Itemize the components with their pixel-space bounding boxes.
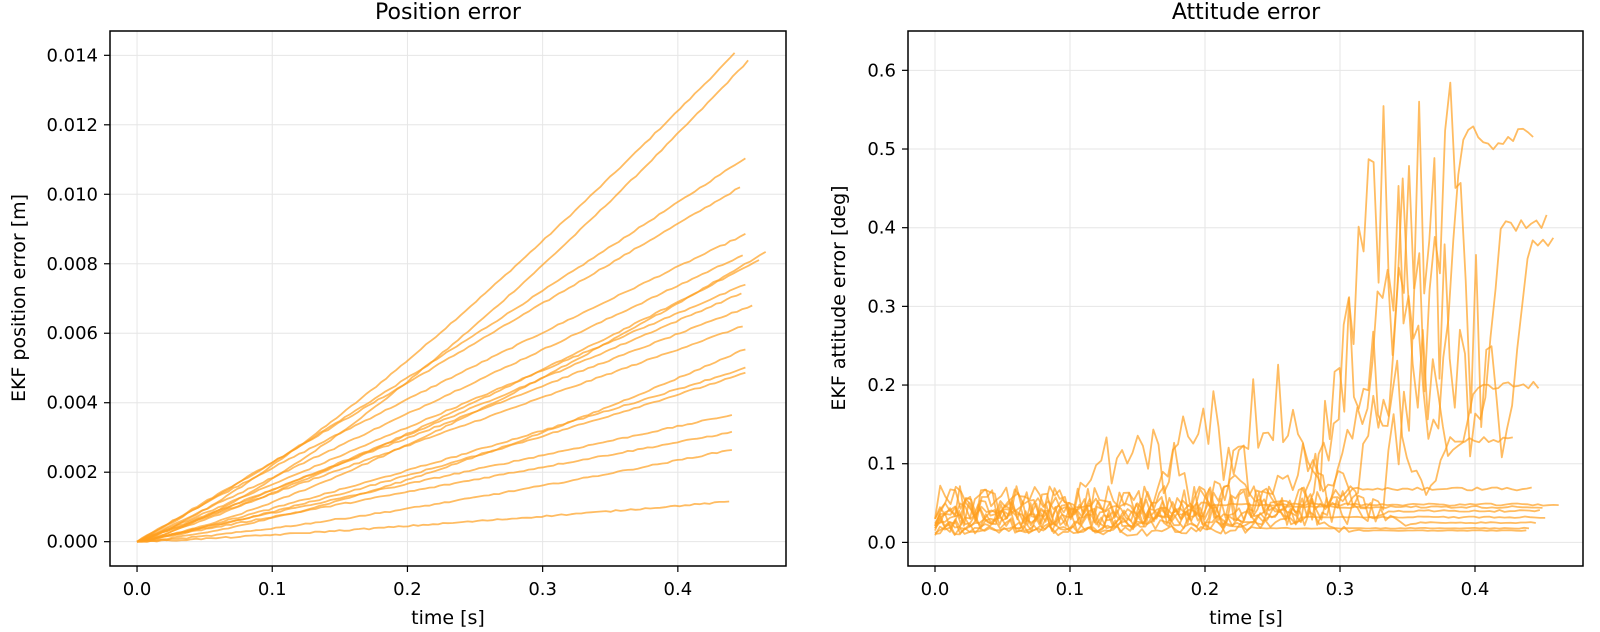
position-error-chart: Position error 0.0 0.1 0.2 0.3 0.4 0.000 0.00… <box>8 0 787 629</box>
x-tick-label: 0.3 <box>1326 579 1355 600</box>
chart-title: Attitude error <box>1172 0 1321 25</box>
y-tick-label: 0.6 <box>867 60 896 81</box>
series-line <box>136 283 746 543</box>
x-tick-label: 0.4 <box>664 579 693 600</box>
x-axis-label: time [s] <box>1209 607 1283 628</box>
y-tick-label: 0.1 <box>867 454 896 475</box>
series-line <box>934 177 1540 526</box>
series-line <box>136 304 753 543</box>
series-line <box>136 186 741 543</box>
x-tick-label: 0.3 <box>528 579 557 600</box>
y-tick-label: 0.4 <box>867 218 896 239</box>
y-tick-label: 0.014 <box>46 45 98 66</box>
series-line <box>136 157 746 543</box>
series-line <box>136 366 746 543</box>
series-line <box>934 499 1527 537</box>
y-tick-label: 0.008 <box>46 254 98 275</box>
series-line <box>136 254 744 543</box>
series-line <box>136 348 746 543</box>
x-tick-label: 0.0 <box>921 579 950 600</box>
x-tick-label: 0.2 <box>393 579 422 600</box>
y-tick-label: 0.012 <box>46 115 98 136</box>
series-line <box>934 499 1530 536</box>
x-tick-label: 0.4 <box>1461 579 1490 600</box>
y-tick-label: 0.004 <box>46 393 98 414</box>
chart-title: Position error <box>375 0 522 25</box>
x-axis-label: time [s] <box>411 607 485 628</box>
plot-frame <box>109 30 787 567</box>
x-tick-label: 0.1 <box>1056 579 1085 600</box>
y-tick-label: 0.5 <box>867 139 896 160</box>
plot-frame <box>907 30 1584 567</box>
y-axis-label: EKF attitude error [deg] <box>828 185 850 410</box>
x-tick-label: 0.2 <box>1191 579 1220 600</box>
series-line <box>136 414 733 543</box>
y-tick-label: 0.000 <box>46 532 98 553</box>
y-tick-label: 0.3 <box>867 296 896 317</box>
series-line <box>137 500 730 543</box>
y-tick-label: 0.010 <box>46 184 98 205</box>
series-line <box>136 325 743 543</box>
attitude-error-chart: Attitude error 0.0 0.1 0.2 0.3 0.4 0.0 0.1 0.2… <box>828 0 1584 629</box>
y-axis-label: EKF position error [m] <box>8 194 30 402</box>
series-line <box>934 105 1534 522</box>
series-line <box>137 449 732 543</box>
series-line <box>136 259 760 543</box>
series-line <box>136 430 733 543</box>
series-line <box>934 474 1546 533</box>
series-line <box>136 251 767 543</box>
series-line <box>934 390 1543 527</box>
y-tick-label: 0.002 <box>46 462 98 483</box>
y-tick-label: 0.006 <box>46 323 98 344</box>
series-line <box>136 233 746 543</box>
y-tick-label: 0.2 <box>867 375 896 396</box>
x-tick-label: 0.0 <box>123 579 152 600</box>
x-tick-label: 0.1 <box>258 579 287 600</box>
series-line <box>136 52 736 543</box>
series-line <box>934 363 1532 530</box>
y-tick-label: 0.0 <box>867 532 896 553</box>
